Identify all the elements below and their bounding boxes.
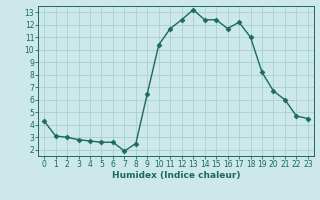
X-axis label: Humidex (Indice chaleur): Humidex (Indice chaleur) [112,171,240,180]
